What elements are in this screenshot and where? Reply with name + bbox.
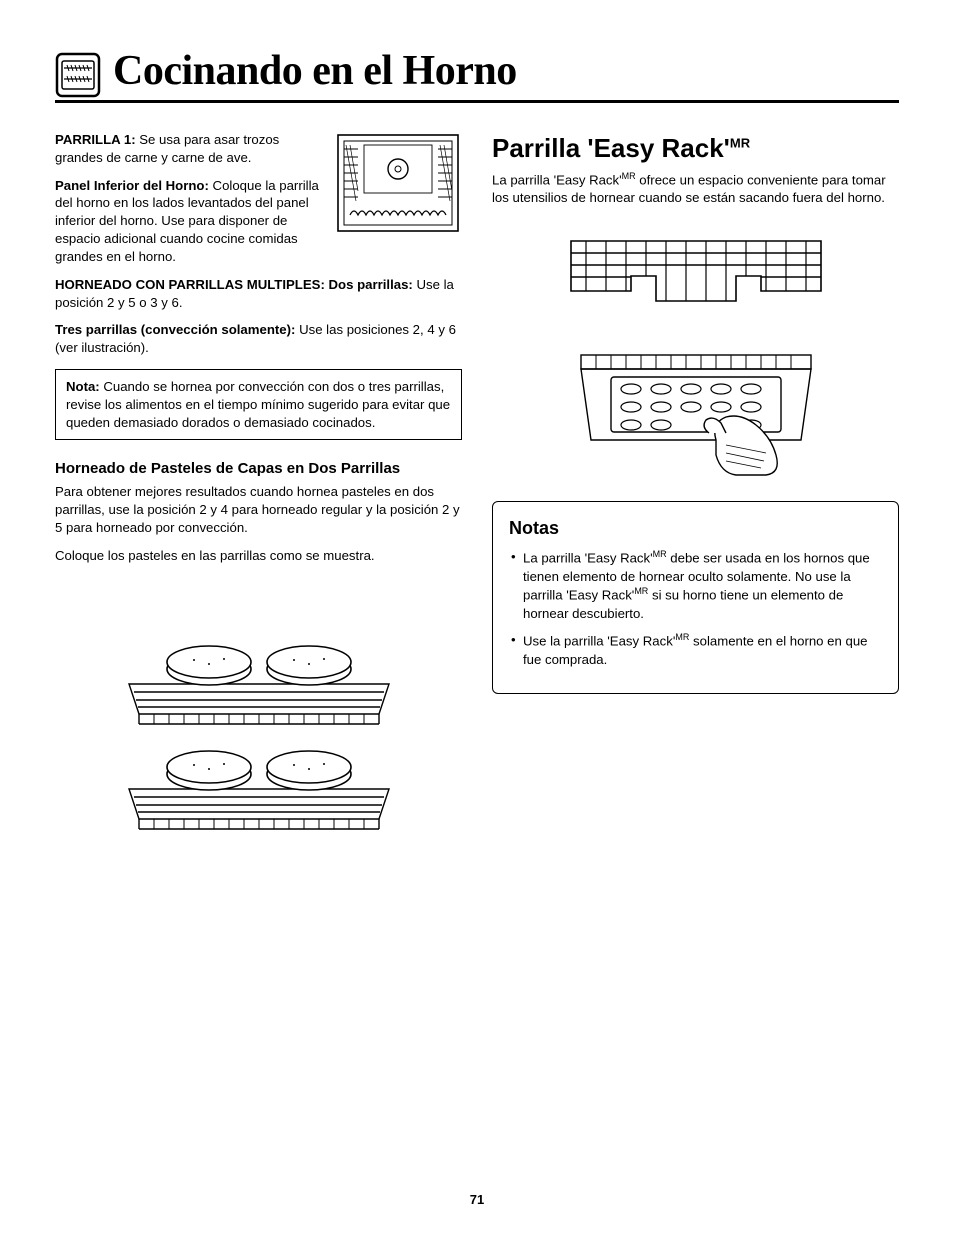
n1a: La parrilla 'Easy Rack' [523, 551, 653, 566]
notas-title: Notas [509, 516, 882, 540]
easy-rack-title-text: Parrilla 'Easy Rack' [492, 133, 730, 163]
notas-box: Notas La parrilla 'Easy Rack'MR debe ser… [492, 501, 899, 694]
page-header: Cocinando en el Horno [55, 50, 899, 103]
easy-rack-title-sup: MR [730, 135, 750, 150]
right-column: Parrilla 'Easy Rack'MR La parrilla 'Easy… [492, 131, 899, 834]
panel-label: Panel Inferior del Horno: [55, 178, 209, 193]
intro-mr: MR [622, 171, 636, 181]
content-columns: PARRILLA 1: Se usa para asar trozos gran… [55, 131, 899, 834]
intro-a: La parrilla 'Easy Rack' [492, 172, 622, 187]
nota-item-2: Use la parrilla 'Easy Rack'MR solamente … [523, 631, 882, 668]
nota-body: Cuando se hornea por convección con dos … [66, 379, 450, 430]
easy-rack-diagram [561, 221, 831, 331]
nota-label: Nota: [66, 379, 100, 394]
page-title: Cocinando en el Horno [113, 50, 517, 100]
nota-box: Nota: Cuando se hornea por convección co… [55, 369, 462, 440]
n2a: Use la parrilla 'Easy Rack' [523, 634, 675, 649]
easy-rack-intro: La parrilla 'Easy Rack'MR ofrece un espa… [492, 170, 899, 207]
oven-interior-diagram [334, 131, 462, 235]
parrilla1-label: PARRILLA 1: [55, 132, 136, 147]
n2mr: MR [675, 632, 689, 642]
n1mr2: MR [634, 586, 648, 596]
nota-item-1: La parrilla 'Easy Rack'MR debe ser usada… [523, 548, 882, 622]
page-number: 71 [0, 1192, 954, 1207]
easy-rack-cookies-diagram [561, 345, 831, 485]
multi-text: HORNEADO CON PARRILLAS MULTIPLES: Dos pa… [55, 276, 462, 312]
easy-rack-title: Parrilla 'Easy Rack'MR [492, 131, 899, 166]
cake-racks-diagram [109, 574, 409, 834]
tres-text: Tres parrillas (convección solamente): U… [55, 321, 462, 357]
cakes-heading: Horneado de Pasteles de Capas en Dos Par… [55, 460, 462, 479]
cakes-p1: Para obtener mejores resultados cuando h… [55, 483, 462, 536]
cakes-p2: Coloque los pasteles en las parrillas co… [55, 547, 462, 565]
n1mr1: MR [653, 549, 667, 559]
notas-list: La parrilla 'Easy Rack'MR debe ser usada… [509, 548, 882, 668]
multi-label: HORNEADO CON PARRILLAS MULTIPLES: Dos pa… [55, 277, 413, 292]
tres-label: Tres parrillas (convección solamente): [55, 322, 295, 337]
left-column: PARRILLA 1: Se usa para asar trozos gran… [55, 131, 462, 834]
oven-icon [55, 52, 101, 98]
